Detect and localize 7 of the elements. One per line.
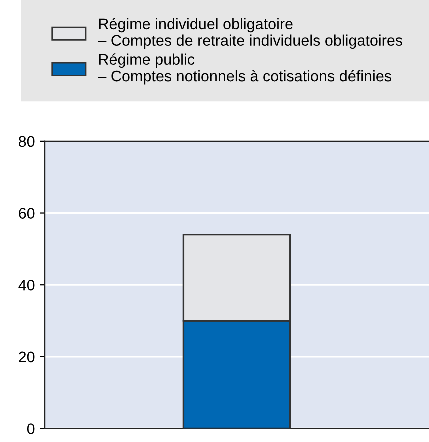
y-tick-label: 80: [18, 136, 35, 148]
legend-label: Régime public – Comptes notionnels à cotisations définies: [98, 54, 392, 85]
y-tick-label: 0: [27, 424, 35, 434]
y-tick-label: 40: [18, 280, 35, 291]
legend-label: Régime individuel obligatoire – Comptes de retraite individuels obligatoires: [98, 18, 403, 50]
y-tick-label: 20: [19, 352, 35, 363]
y-tick-label: 60: [19, 208, 35, 219]
